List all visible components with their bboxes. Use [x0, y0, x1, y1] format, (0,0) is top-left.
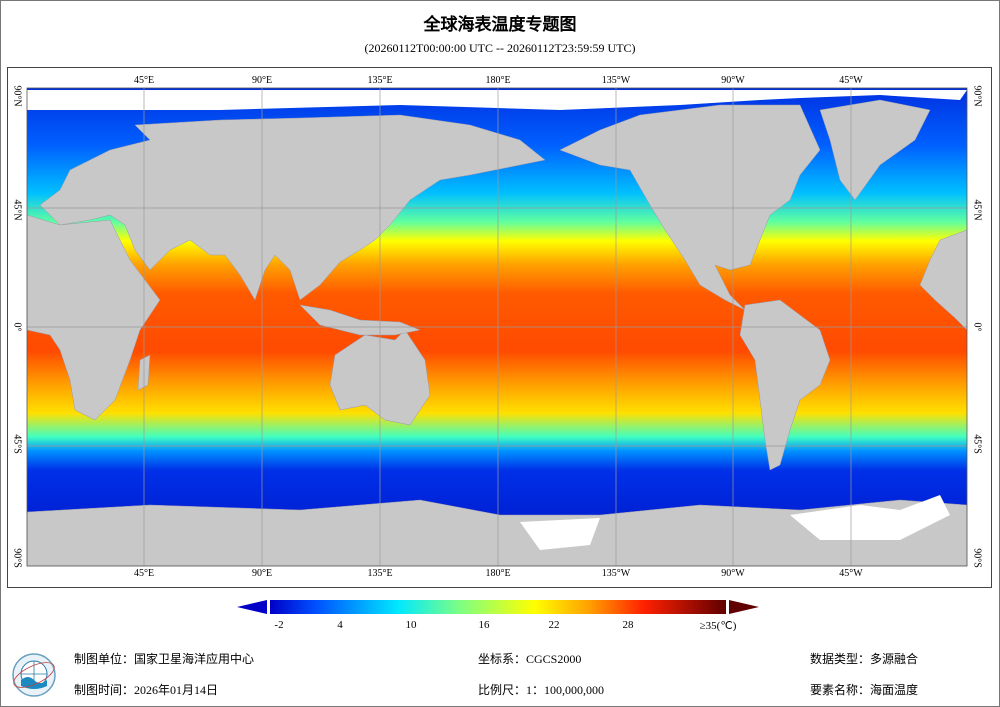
map-title: 全球海表温度专题图 — [423, 15, 577, 35]
south-america — [739, 299, 831, 471]
lon-label: 45°W — [839, 75, 863, 86]
weddell-ice-shelf — [790, 495, 950, 540]
greenland — [819, 99, 931, 201]
lon-label: 45°E — [133, 568, 155, 579]
lat-label: 45°N — [971, 199, 983, 221]
colorbar-tick: -2 — [274, 619, 284, 631]
lat-label: 90°S — [971, 548, 983, 568]
graticule — [27, 88, 967, 566]
nsoas-logo-icon — [12, 653, 56, 697]
lon-label: 135°W — [601, 568, 631, 579]
colorbar-min-arrow — [237, 600, 267, 614]
colorbar-tick: 22 — [548, 619, 560, 631]
lon-label: 135°W — [601, 75, 631, 86]
footer-date: 制图时间：2026年01月14日 — [74, 683, 219, 697]
africa — [26, 214, 161, 421]
north-america — [559, 104, 821, 311]
footer-scale: 比例尺：1：100,000,000 — [478, 683, 605, 697]
footer-crs: 坐标系：CGCS2000 — [478, 652, 582, 666]
lon-label: 135°E — [367, 75, 393, 86]
eurasia — [39, 114, 546, 301]
colorbar-tick: 4 — [337, 619, 343, 631]
lon-label: 90°E — [251, 75, 273, 86]
lat-label: 45°S — [11, 434, 23, 454]
lat-label: 45°S — [971, 434, 983, 454]
lat-label: 90°N — [11, 85, 23, 107]
lon-label: 90°W — [721, 568, 745, 579]
colorbar-max-arrow — [729, 600, 759, 614]
lat-label: 90°N — [971, 85, 983, 107]
footer-element: 要素名称：海面温度 — [810, 683, 919, 697]
footer-data-type: 数据类型：多源融合 — [810, 652, 919, 666]
lon-label: 180°E — [485, 568, 511, 579]
map-inner-border — [26, 87, 968, 567]
colorbar-tick: 16 — [478, 619, 490, 631]
lat-label: 90°S — [11, 548, 23, 568]
lat-label: 0° — [971, 322, 983, 332]
colorbar-tick: ≥35(℃) — [699, 620, 737, 632]
lon-label: 45°E — [133, 75, 155, 86]
map-frame — [7, 67, 992, 588]
lon-label: 45°W — [839, 568, 863, 579]
colorbar — [237, 600, 759, 614]
map-subtitle: (20260112T00:00:00 UTC -- 20260112T23:59… — [364, 41, 636, 55]
lat-label: 45°N — [11, 199, 23, 221]
lon-label: 90°W — [721, 75, 745, 86]
indonesia — [299, 304, 421, 336]
ross-ice-shelf — [520, 518, 600, 550]
lat-label: 0° — [11, 322, 23, 332]
lon-label: 180°E — [485, 75, 511, 86]
lon-label: 90°E — [251, 568, 273, 579]
footer-unit: 制图单位：国家卫星海洋应用中心 — [74, 652, 255, 666]
colorbar-tick: 28 — [622, 619, 634, 631]
lon-label: 135°E — [367, 568, 393, 579]
colorbar-tick: 10 — [405, 619, 417, 631]
colorbar-gradient — [270, 600, 726, 614]
